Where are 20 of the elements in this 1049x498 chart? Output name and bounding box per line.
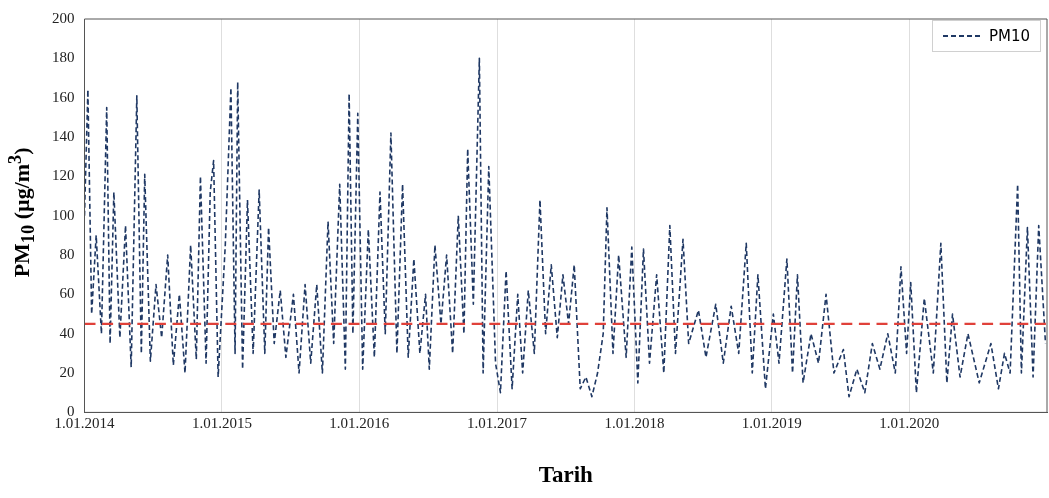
x-tick-label: 1.01.2014 xyxy=(54,415,115,432)
x-tick-label: 1.01.2015 xyxy=(191,415,252,432)
y-tick-label: 120 xyxy=(52,167,75,184)
legend-label: PM10 xyxy=(988,27,1030,45)
y-tick-label: 80 xyxy=(59,245,75,262)
y-tick-label: 140 xyxy=(52,127,75,144)
line-series xyxy=(84,57,1047,398)
x-tick-label: 1.01.2018 xyxy=(604,415,665,432)
y-tick-label: 200 xyxy=(52,9,75,26)
y-tick-label: 180 xyxy=(52,49,75,66)
y-tick-label: 100 xyxy=(52,206,75,223)
x-tick-label: 1.01.2020 xyxy=(879,415,940,432)
y-tick-label: 20 xyxy=(59,364,75,380)
y-tick-label: 160 xyxy=(52,88,75,105)
x-tick-label: 1.01.2019 xyxy=(741,415,802,432)
x-axis-title: Tarih xyxy=(538,462,594,488)
x-tick-label: 1.01.2017 xyxy=(467,415,528,432)
y-tick-label: 40 xyxy=(59,324,75,341)
y-tick-label: 60 xyxy=(59,285,75,302)
x-tick-label: 1.01.2016 xyxy=(329,415,390,432)
